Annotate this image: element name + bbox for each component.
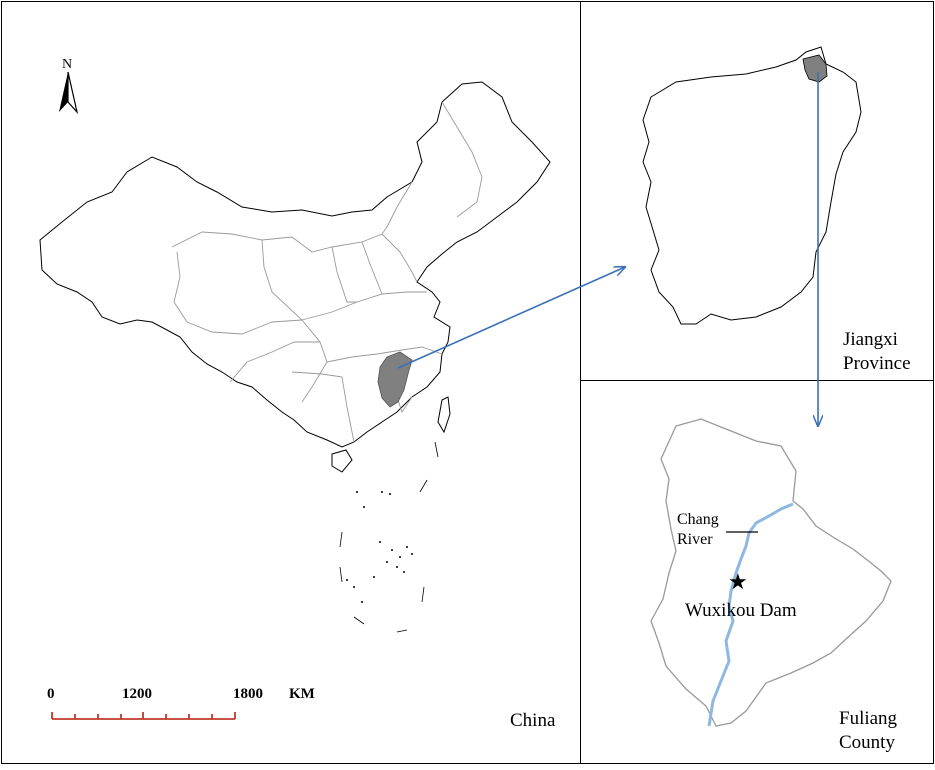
hainan-island xyxy=(331,449,353,473)
river-label-line1: Chang xyxy=(677,511,719,528)
jiangxi-outline xyxy=(642,46,862,325)
china-outline xyxy=(39,81,551,448)
north-arrow-icon xyxy=(59,71,79,115)
scale-unit: KM xyxy=(289,686,315,702)
scale-bar xyxy=(51,712,236,720)
north-letter: N xyxy=(62,57,72,72)
fuliang-highlight xyxy=(802,54,828,83)
star-icon: ★ xyxy=(728,569,748,594)
china-panel: N xyxy=(1,1,581,764)
jiangxi-panel: Jiangxi Province xyxy=(580,1,934,381)
jiangxi-label-line2: Province xyxy=(843,353,911,374)
fuliang-label-line1: Fuliang xyxy=(839,708,898,729)
fuliang-map xyxy=(650,418,892,727)
dam-label: Wuxikou Dam xyxy=(685,600,797,621)
fuliang-outline xyxy=(650,418,892,727)
chang-river xyxy=(707,502,794,727)
scale-label-1200: 1200 xyxy=(122,686,152,702)
south-sea-islands xyxy=(346,491,413,603)
scale-label-1800: 1800 xyxy=(233,686,263,702)
scale-label-0: 0 xyxy=(47,686,55,702)
jiangxi-label-line1: Jiangxi xyxy=(843,329,898,350)
china-map: N xyxy=(39,57,551,720)
fuliang-panel: Chang River ★ Wuxikou Dam Fuliang County xyxy=(580,380,934,764)
nine-dash-line xyxy=(339,441,439,633)
river-label-line2: River xyxy=(677,531,713,548)
taiwan-island xyxy=(437,396,451,434)
province-boundaries xyxy=(171,101,483,443)
fuliang-label-line2: County xyxy=(839,732,895,753)
china-label: China xyxy=(510,710,556,731)
jiangxi-map xyxy=(642,46,862,325)
